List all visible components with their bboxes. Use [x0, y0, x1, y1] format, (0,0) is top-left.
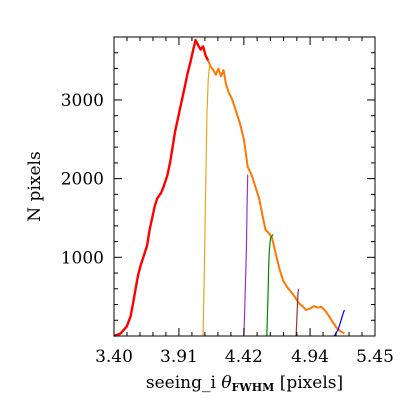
- series-layer: [113, 38, 345, 338]
- series-line-orange: [207, 60, 345, 335]
- series-line-yellow: [202, 64, 211, 337]
- series-line-blue: [333, 309, 345, 337]
- x-axis-label-suffix: [pixels]: [274, 373, 343, 393]
- series-line-brown: [295, 288, 300, 337]
- x-tick-label: 4.42: [225, 347, 263, 367]
- x-tick-label: 3.40: [95, 347, 133, 367]
- plot-frame: [113, 36, 376, 337]
- x-axis-label-subscript: FWHM: [232, 381, 275, 394]
- x-tick-label: 3.91: [160, 347, 198, 367]
- x-axis-label: seeing_i θFWHM [pixels]: [146, 373, 343, 394]
- y-axis-label: N pixels: [25, 151, 45, 221]
- x-axis-label-symbol: θ: [221, 373, 231, 393]
- y-tick-label: 1000: [61, 248, 104, 268]
- y-tick-label: 2000: [61, 170, 104, 190]
- tick-layer: 3.40 3.91 4.42 4.94 5.45 1000 2000 3000: [61, 37, 394, 367]
- series-line-purple: [243, 174, 249, 337]
- series-line-green: [266, 234, 274, 337]
- x-tick-label: 5.45: [356, 347, 394, 367]
- y-tick-label: 3000: [61, 91, 104, 111]
- x-tick-label: 4.94: [291, 347, 329, 367]
- x-axis-label-prefix: seeing_i: [146, 373, 221, 393]
- series-line-red: [113, 38, 210, 338]
